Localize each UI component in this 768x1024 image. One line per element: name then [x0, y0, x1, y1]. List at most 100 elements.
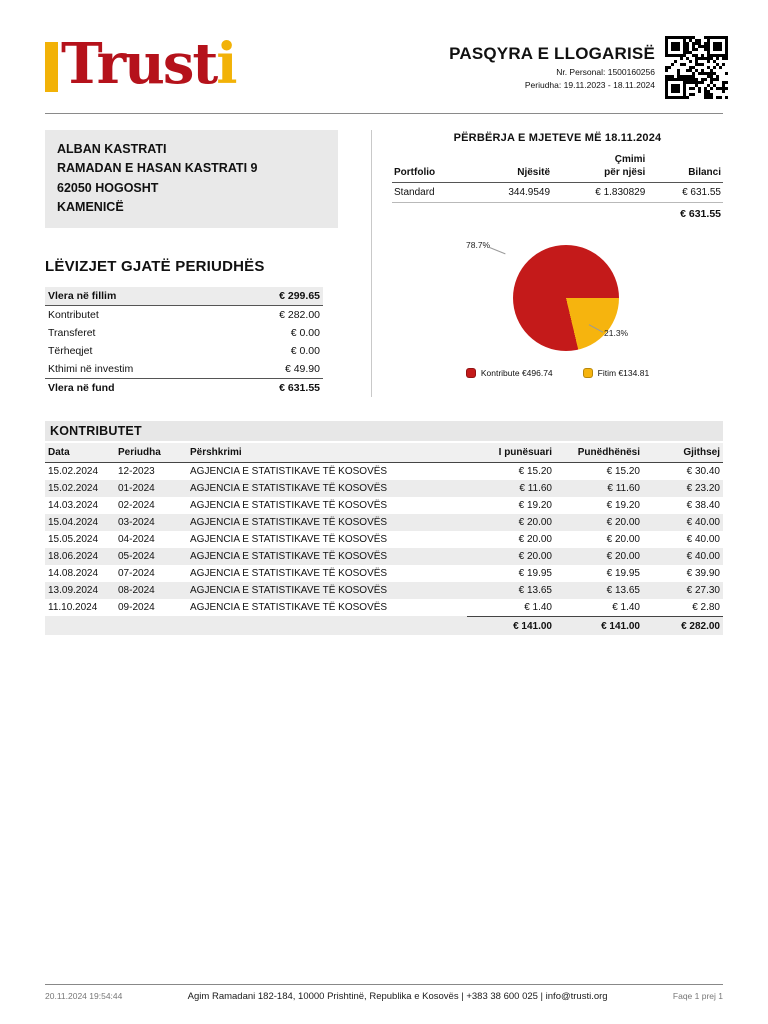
cell-description: AGJENCIA E STATISTIKAVE TË KOSOVËS: [190, 601, 388, 613]
logo-text: Trusti: [61, 36, 238, 92]
cell-total: € 2.80: [692, 601, 720, 613]
cell-employer: € 19.95: [606, 567, 640, 579]
contribution-row: 15.02.2024 01-2024 AGJENCIA E STATISTIKA…: [45, 479, 723, 497]
footer-address: Agim Ramadani 182-184, 10000 Prishtinë, …: [187, 991, 608, 1002]
movement-row-end: Vlera në fund € 631.55: [45, 377, 323, 397]
cell-employee: € 20.00: [518, 550, 552, 562]
col-description: Përshkrimi: [187, 442, 467, 463]
cell-total: € 40.00: [686, 516, 720, 528]
assets-table: Portfolio Njësitë Çmimi për njësi Bilanc…: [392, 152, 723, 203]
cell-description: AGJENCIA E STATISTIKAVE TË KOSOVËS: [190, 567, 388, 579]
personal-number-value: 1500160256: [607, 67, 655, 77]
assets-balance: € 631.55: [647, 182, 723, 203]
movement-label: Kthimi në investim: [48, 362, 134, 375]
legend-item-contributions: Kontribute €496.74: [465, 368, 553, 378]
cell-period: 12-2023: [118, 465, 155, 477]
header: Trusti PASQYRA E LLOGARISË Nr. Personal:…: [0, 0, 768, 99]
movement-label: Kontributet: [48, 308, 99, 321]
cell-employer: € 1.40: [612, 601, 640, 613]
cell-description: AGJENCIA E STATISTIKAVE TË KOSOVËS: [190, 584, 388, 596]
cell-employer: € 20.00: [606, 550, 640, 562]
movement-value: € 631.55: [228, 377, 323, 397]
cell-description: AGJENCIA E STATISTIKAVE TË KOSOVËS: [190, 533, 388, 545]
assets-col-portfolio: Portfolio: [392, 152, 472, 183]
cell-date: 15.02.2024: [48, 465, 99, 477]
cell-date: 14.03.2024: [48, 499, 99, 511]
period-line: Periudha: 19.11.2023 - 18.11.2024: [449, 80, 655, 90]
pie-legend: Kontribute €496.74 Fitim €134.81: [392, 368, 723, 378]
movement-value: € 299.65: [228, 286, 323, 306]
cell-description: AGJENCIA E STATISTIKAVE TË KOSOVËS: [190, 482, 388, 494]
assets-col-units: Njësitë: [471, 152, 553, 183]
contribution-row: 15.02.2024 12-2023 AGJENCIA E STATISTIKA…: [45, 462, 723, 480]
movement-row: Tërheqjet € 0.00: [45, 342, 323, 360]
assets-title: PËRBËRJA E MJETEVE MË 18.11.2024: [453, 132, 662, 144]
assets-header-row: Portfolio Njësitë Çmimi për njësi Bilanc…: [392, 152, 723, 183]
cell-total: € 40.00: [686, 533, 720, 545]
contribution-row: 15.04.2024 03-2024 AGJENCIA E STATISTIKA…: [45, 513, 723, 531]
legend-label: Kontribute €496.74: [480, 368, 553, 378]
personal-number-label: Nr. Personal:: [556, 67, 606, 77]
logo-text-accent: i: [216, 31, 237, 97]
recipient-postcode: 62050 HOGOSHT: [57, 180, 159, 195]
movement-value: € 282.00: [279, 308, 320, 321]
contributions-section: KONTRIBUTET Data Periudha Përshkrimi I p…: [0, 420, 768, 635]
contributions-table: Data Periudha Përshkrimi I punësuari Pun…: [45, 442, 723, 635]
cell-employee: € 19.20: [518, 499, 552, 511]
legend-label: Fitim €134.81: [597, 368, 650, 378]
personal-number-line: Nr. Personal: 1500160256: [449, 67, 655, 77]
movement-row: Kontributet € 282.00: [45, 305, 323, 324]
movement-row-start: Vlera në fillim € 299.65: [45, 286, 323, 306]
recipient-address: ALBAN KASTRATI RAMADAN E HASAN KASTRATI …: [45, 130, 338, 228]
main-columns: ALBAN KASTRATI RAMADAN E HASAN KASTRATI …: [0, 114, 768, 397]
movement-value: € 0.00: [290, 326, 320, 339]
col-total: Gjithsej: [643, 442, 723, 463]
footer-timestamp: 20.11.2024 19:54:44: [45, 991, 123, 1001]
cell-employee: € 20.00: [518, 516, 552, 528]
cell-description: AGJENCIA E STATISTIKAVE TË KOSOVËS: [190, 465, 388, 477]
cell-total: € 27.30: [686, 584, 720, 596]
qr-code-icon: [665, 36, 728, 99]
cell-employee: € 19.95: [518, 567, 552, 579]
period-label: Periudha:: [524, 80, 562, 90]
movement-label: Vlera në fund: [45, 377, 229, 397]
left-column: ALBAN KASTRATI RAMADAN E HASAN KASTRATI …: [45, 130, 371, 397]
pie-label-profit: 21.3%: [604, 328, 629, 338]
col-employee: I punësuari: [467, 442, 555, 463]
contribution-row: 11.10.2024 09-2024 AGJENCIA E STATISTIKA…: [45, 599, 723, 617]
col-employer: Punëdhënësi: [555, 442, 643, 463]
total-employee: € 141.00: [467, 615, 555, 635]
pie-label-contributions: 78.7%: [466, 240, 491, 250]
pie-chart-area: 78.7% 21.3%: [392, 236, 723, 364]
recipient-street: RAMADAN E HASAN KASTRATI 9: [57, 161, 258, 176]
cell-period: 08-2024: [118, 584, 155, 596]
legend-item-profit: Fitim €134.81: [582, 368, 650, 378]
total-employer: € 141.00: [555, 615, 643, 635]
cell-date: 13.09.2024: [48, 584, 99, 596]
cell-employer: € 15.20: [606, 465, 640, 477]
cell-employee: € 1.40: [524, 601, 552, 613]
period-value: 19.11.2023 - 18.11.2024: [563, 80, 655, 90]
cell-date: 15.04.2024: [48, 516, 99, 528]
cell-employee: € 20.00: [518, 533, 552, 545]
contributions-header-row: Data Periudha Përshkrimi I punësuari Pun…: [45, 442, 723, 463]
cell-total: € 40.00: [686, 550, 720, 562]
cell-date: 14.08.2024: [48, 567, 99, 579]
logo-yellow-bar: [45, 42, 58, 92]
footer-page-number: Faqe 1 prej 1: [672, 991, 723, 1001]
cell-date: 15.05.2024: [48, 533, 99, 545]
col-period: Periudha: [115, 442, 187, 463]
col-date: Data: [45, 442, 115, 463]
contribution-row: 14.03.2024 02-2024 AGJENCIA E STATISTIKA…: [45, 497, 723, 514]
assets-col-price-line2: për njësi: [604, 166, 646, 178]
contributions-totals-row: € 141.00 € 141.00 € 282.00: [45, 615, 723, 635]
cell-employer: € 20.00: [606, 516, 640, 528]
cell-description: AGJENCIA E STATISTIKAVE TË KOSOVËS: [190, 550, 388, 562]
assets-col-price: Çmimi për njësi: [552, 152, 648, 183]
assets-col-balance: Bilanci: [647, 152, 723, 183]
header-meta: PASQYRA E LLOGARISË Nr. Personal: 150016…: [449, 36, 655, 90]
cell-period: 03-2024: [118, 516, 155, 528]
cell-employee: € 11.60: [519, 482, 552, 494]
movement-label: Transferet: [48, 326, 96, 339]
